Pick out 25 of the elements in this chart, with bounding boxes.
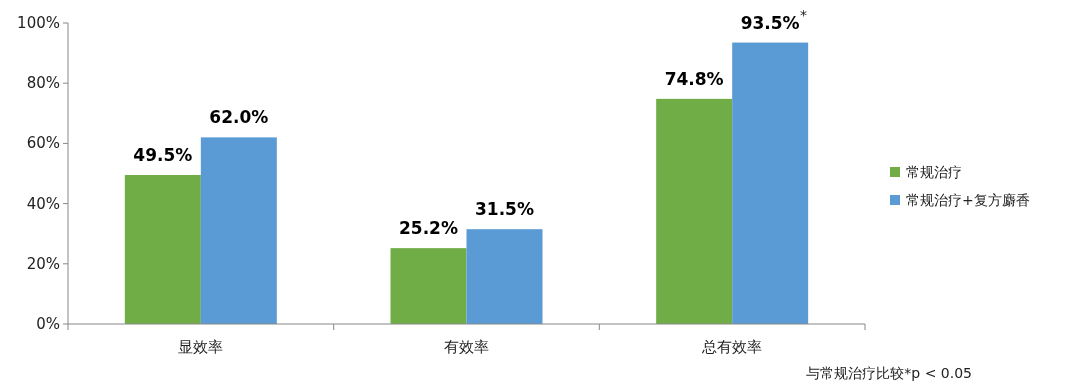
data-label: 25.2% bbox=[399, 218, 458, 239]
data-label: 62.0% bbox=[209, 107, 269, 128]
bar bbox=[390, 248, 467, 324]
x-tick-label: 总有效率 bbox=[701, 338, 763, 356]
data-label: 93.5% bbox=[740, 12, 800, 33]
data-label: 31.5% bbox=[475, 199, 534, 220]
y-tick-label: 0% bbox=[36, 315, 60, 333]
bar bbox=[466, 229, 543, 324]
x-tick-label: 有效率 bbox=[444, 338, 489, 356]
y-tick-label: 100% bbox=[17, 14, 60, 32]
y-tick-label: 60% bbox=[26, 134, 60, 153]
data-label: 49.5% bbox=[133, 145, 193, 166]
legend-label: 常规治疗+复方麝香 bbox=[906, 192, 1030, 208]
bar bbox=[732, 42, 809, 324]
bar bbox=[124, 175, 201, 324]
x-tick-label: 显效率 bbox=[178, 338, 224, 356]
y-tick-label: 40% bbox=[26, 194, 60, 213]
y-tick-label: 80% bbox=[26, 74, 60, 93]
bar bbox=[200, 137, 277, 324]
data-label: 74.8% bbox=[664, 68, 724, 89]
legend-label: 常规治疗 bbox=[906, 164, 962, 180]
y-tick-label: 20% bbox=[26, 254, 60, 273]
annotation: * bbox=[800, 7, 807, 23]
text: 与常规治疗比较*p < 0.05 bbox=[806, 365, 972, 381]
bar bbox=[656, 98, 733, 324]
